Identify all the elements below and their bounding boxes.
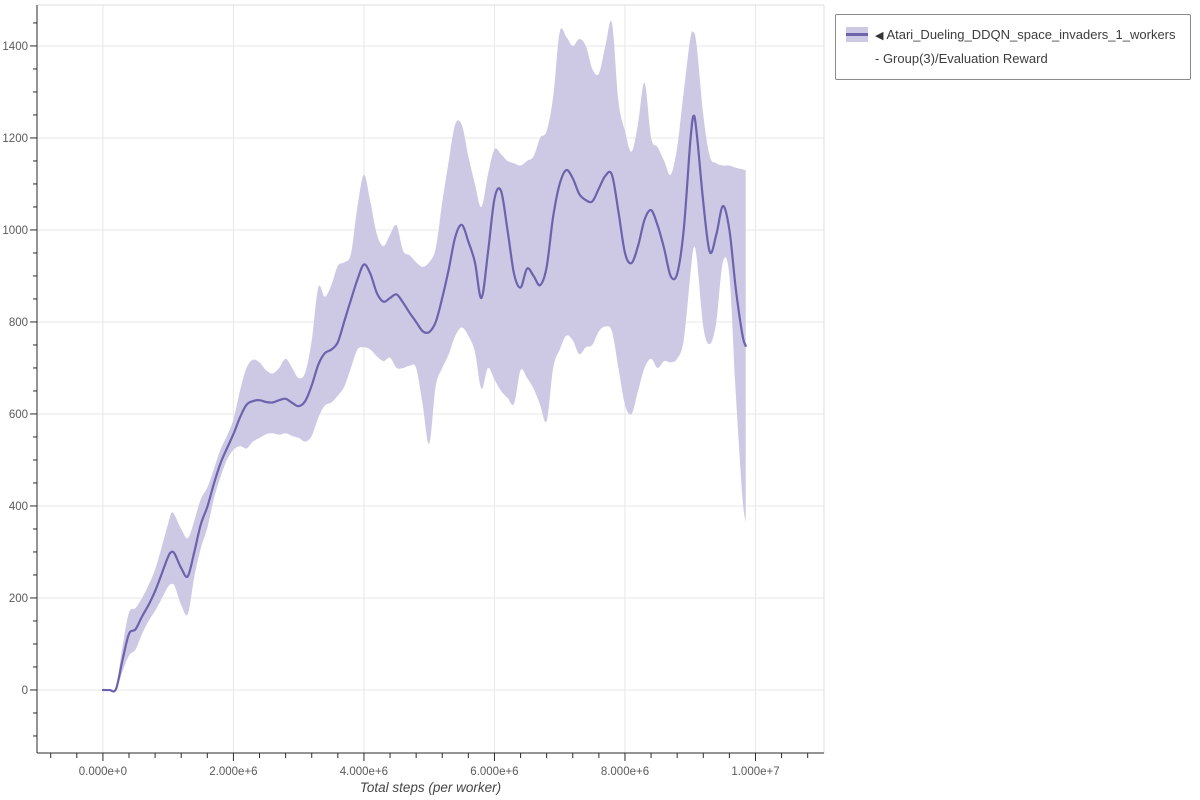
- x-tick-labels: 0.000e+0 2.000e+6 4.000e+6 6.000e+6 8.000e+6…: [79, 766, 780, 778]
- svg-text:0: 0: [22, 685, 28, 697]
- series-swatch-line: [846, 33, 868, 36]
- svg-text:1000: 1000: [2, 225, 28, 237]
- legend-series-label[interactable]: ◀ Atari_Dueling_DDQN_space_invaders_1_wor…: [875, 23, 1180, 70]
- legend-box[interactable]: ◀ Atari_Dueling_DDQN_space_invaders_1_wor…: [835, 14, 1191, 80]
- series-name-text: Atari_Dueling_DDQN_space_invaders_1_work…: [875, 27, 1176, 66]
- svg-text:200: 200: [9, 593, 28, 605]
- confidence-band: [102, 20, 746, 692]
- svg-text:8.000e+6: 8.000e+6: [601, 766, 649, 778]
- svg-text:0.000e+0: 0.000e+0: [79, 766, 127, 778]
- svg-text:1200: 1200: [2, 133, 28, 145]
- x-axis-title: Total steps (per worker): [359, 780, 502, 795]
- svg-text:400: 400: [9, 501, 28, 513]
- series-line: [101, 114, 747, 693]
- axes: [36, 5, 824, 754]
- plot-frame: [37, 4, 825, 753]
- svg-text:2.000e+6: 2.000e+6: [209, 766, 257, 778]
- svg-text:6.000e+6: 6.000e+6: [470, 766, 518, 778]
- axis-ticks: [30, 22, 809, 761]
- plot-area[interactable]: [37, 5, 824, 753]
- series-swatch: [846, 27, 868, 42]
- y-tick-labels: 0 200 400 600 800 1000 1200 1400: [2, 41, 28, 697]
- svg-text:1.000e+7: 1.000e+7: [731, 766, 779, 778]
- svg-text:4.000e+6: 4.000e+6: [340, 766, 388, 778]
- svg-text:800: 800: [9, 317, 28, 329]
- svg-text:1400: 1400: [2, 41, 28, 53]
- svg-text:600: 600: [9, 409, 28, 421]
- collapse-triangle-icon[interactable]: ◀: [875, 30, 884, 42]
